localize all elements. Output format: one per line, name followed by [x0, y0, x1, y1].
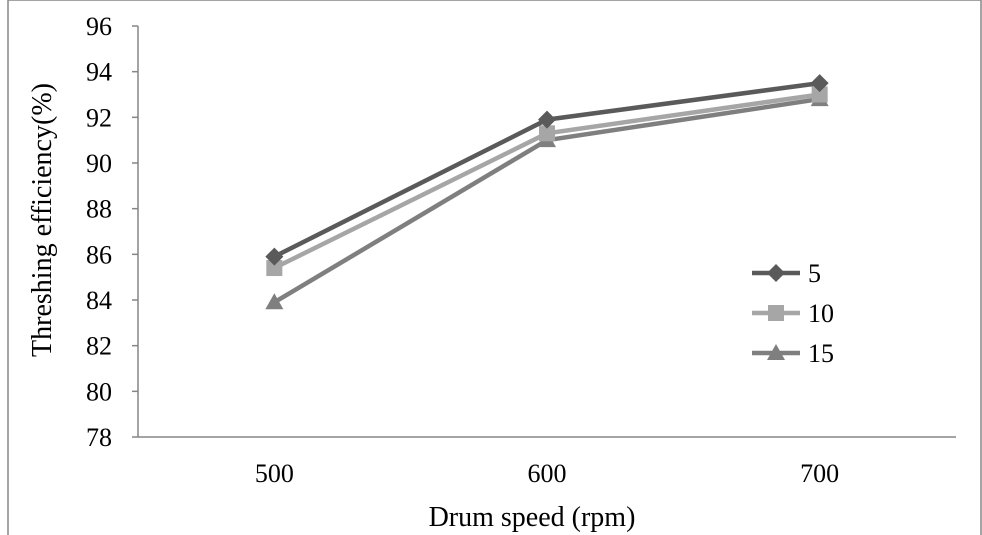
- y-axis-title: Threshing efficiency(%): [27, 83, 58, 357]
- data-point: [810, 74, 829, 93]
- y-tick-label: 88: [86, 195, 112, 224]
- legend-label: 15: [808, 339, 834, 368]
- legend: 5 10 15: [752, 259, 834, 368]
- y-tick-label: 94: [86, 58, 112, 87]
- legend-item: 15: [752, 339, 834, 368]
- x-axis-ticks: 500 600 700: [255, 459, 839, 488]
- legend-marker: [767, 344, 785, 360]
- data-point: [538, 110, 556, 129]
- data-point: [265, 293, 284, 310]
- y-tick-label: 78: [86, 423, 112, 452]
- data-point: [811, 86, 828, 103]
- chart-border: [7, 0, 982, 535]
- legend-item: 5: [752, 259, 821, 288]
- x-tick-label: 500: [255, 459, 294, 488]
- legend-label: 10: [808, 299, 834, 328]
- data-point: [539, 125, 555, 142]
- x-tick-label: 700: [800, 459, 839, 488]
- series-5: [265, 74, 829, 266]
- y-tick-label: 84: [86, 286, 112, 315]
- y-tick-label: 96: [86, 12, 112, 41]
- x-axis-title: Drum speed (rpm): [429, 502, 636, 533]
- axes: [137, 26, 956, 438]
- y-tick-label: 80: [86, 377, 112, 406]
- legend-item: 10: [752, 299, 834, 328]
- x-tick-label: 600: [528, 459, 567, 488]
- series-10: [266, 86, 828, 277]
- y-tick-label: 90: [86, 149, 112, 178]
- data-point: [265, 247, 284, 266]
- y-tick-label: 82: [86, 332, 112, 361]
- legend-marker: [767, 264, 785, 282]
- y-tick-label: 86: [86, 240, 112, 269]
- series-layer: [265, 74, 829, 310]
- legend-label: 5: [808, 259, 821, 288]
- data-point: [266, 260, 283, 277]
- y-axis-ticks: 78 80 82 84 86 88 90 92 94 96: [86, 12, 138, 452]
- legend-marker: [768, 305, 784, 321]
- series-line: [273, 80, 820, 259]
- y-tick-label: 92: [86, 103, 112, 132]
